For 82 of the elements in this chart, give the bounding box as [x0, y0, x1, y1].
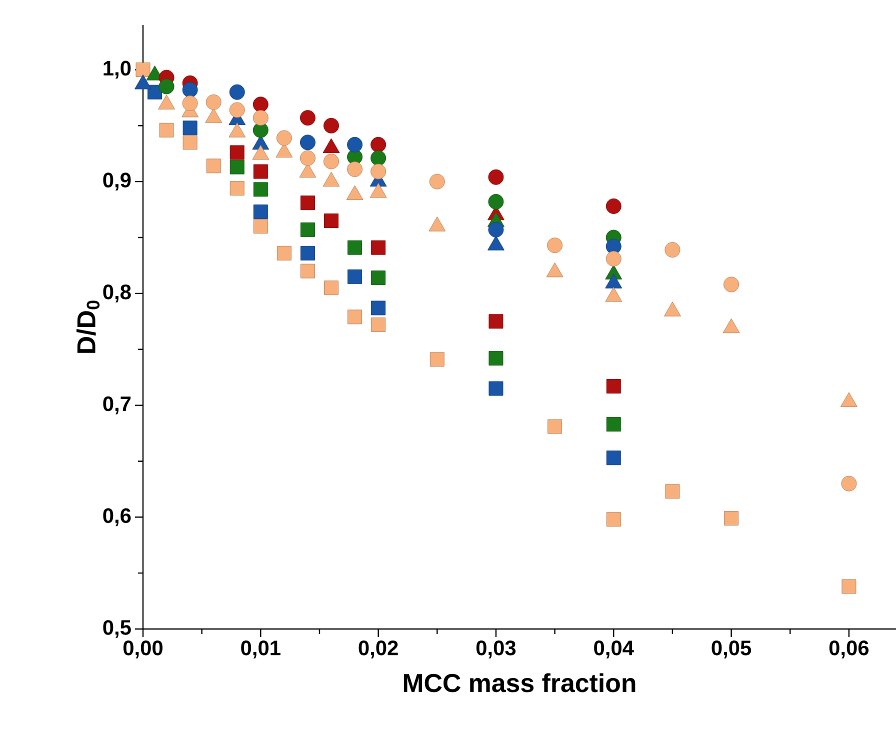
point	[159, 122, 174, 138]
point	[347, 136, 363, 152]
point	[841, 476, 857, 492]
x-tick-label: 0,04	[594, 640, 634, 658]
point	[300, 150, 316, 166]
point	[348, 240, 362, 255]
point	[371, 300, 386, 316]
point	[252, 110, 268, 126]
point	[606, 379, 621, 394]
point	[347, 162, 363, 178]
x-tick-label: 0,02	[358, 640, 398, 658]
y-tick-label: 0,7	[103, 396, 131, 414]
point	[182, 96, 198, 112]
point	[606, 417, 621, 432]
point	[488, 314, 504, 329]
point	[842, 579, 856, 594]
point	[230, 181, 244, 196]
x-tick-label: 0,00	[123, 640, 163, 658]
point	[547, 238, 563, 254]
point	[253, 204, 268, 220]
point	[430, 352, 444, 367]
point	[136, 62, 150, 77]
point	[158, 78, 174, 94]
point	[300, 134, 316, 150]
x-tick-label: 0,03	[476, 640, 516, 658]
point	[300, 196, 315, 210]
point	[488, 222, 504, 238]
x-tick-label: 0,01	[241, 640, 280, 658]
point	[206, 158, 221, 174]
x-tick-label: 0,06	[829, 640, 869, 658]
point	[606, 450, 621, 466]
point	[370, 164, 386, 180]
point	[488, 169, 504, 185]
point	[300, 110, 316, 126]
y-tick-label: 0,5	[103, 620, 131, 638]
point	[253, 164, 268, 179]
point	[488, 381, 504, 396]
point	[606, 198, 622, 214]
point	[371, 240, 386, 255]
point	[182, 135, 198, 150]
point	[182, 120, 198, 136]
point	[230, 160, 244, 174]
point	[665, 484, 680, 499]
point	[348, 269, 362, 284]
point	[229, 102, 245, 118]
point	[664, 242, 680, 258]
point	[348, 310, 362, 324]
y-tick-label: 1,0	[104, 60, 131, 79]
point	[371, 318, 386, 332]
point	[324, 213, 339, 228]
point	[229, 84, 245, 100]
point	[488, 351, 504, 366]
point	[300, 264, 315, 278]
point	[370, 136, 386, 152]
point	[253, 219, 268, 234]
y-tick-label: 0,6	[103, 508, 131, 526]
y-tick-label: 0,8	[103, 284, 131, 302]
point	[276, 130, 292, 146]
point	[253, 182, 268, 197]
point	[324, 154, 340, 170]
point	[182, 82, 198, 98]
x-axis-title: MCC mass fraction	[404, 673, 636, 692]
point	[276, 246, 292, 260]
point	[324, 118, 340, 134]
point	[300, 222, 315, 237]
point	[324, 280, 339, 296]
point	[370, 150, 386, 166]
y-tick-label: 0,9	[103, 172, 131, 191]
point	[724, 276, 740, 292]
point	[429, 174, 445, 190]
point	[230, 145, 244, 160]
point	[606, 512, 621, 527]
point	[488, 194, 504, 210]
point	[606, 251, 622, 267]
y-axis-title: D/D$_{0}$	[76, 300, 100, 353]
point	[371, 270, 386, 286]
point	[548, 419, 562, 434]
point	[206, 94, 222, 110]
point	[252, 96, 268, 112]
x-tick-label: 0,05	[712, 640, 752, 658]
point	[300, 246, 315, 260]
point	[724, 511, 739, 526]
